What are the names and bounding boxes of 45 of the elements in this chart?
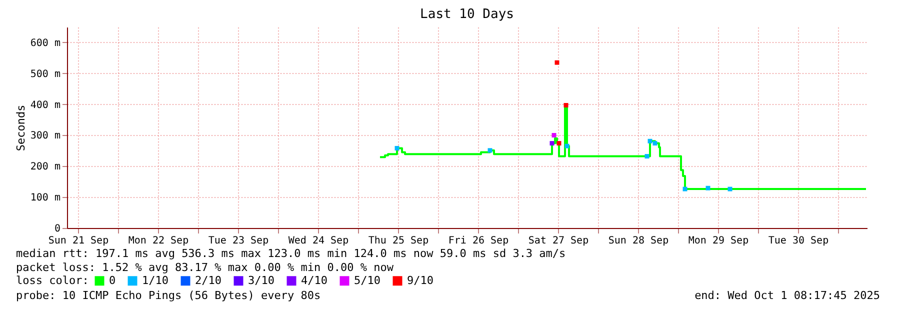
x-tick-label: Fri 26 Sep	[448, 236, 509, 246]
text: median rtt: 197.1 ms avg 536.3 ms max 123.0 ms min 124.0 ms now 59.0 ms sd 3.3 am/s	[16, 247, 566, 260]
x-tick-label: Tue 30 Sep	[768, 236, 829, 246]
legend-label: 0	[109, 274, 116, 287]
legend-label: 1/10	[142, 274, 168, 287]
point	[394, 146, 400, 150]
point	[556, 141, 562, 146]
text: end: Wed Oct 1 08:17:45 2025	[694, 289, 880, 302]
y-tick-label: 300 m	[30, 130, 60, 142]
point	[552, 132, 556, 138]
legend-label: 3/10	[248, 274, 274, 287]
x-tick-label: Wed 24 Sep	[288, 236, 349, 246]
y-tick-label: 0	[54, 224, 60, 234]
chart-title: Last 10 Days	[420, 7, 514, 22]
y-tick-label: 500 m	[30, 68, 60, 80]
point	[706, 186, 710, 190]
y-tick-label: 100 m	[30, 192, 60, 204]
x-tick-label: Tue 23 Sep	[208, 236, 269, 246]
point	[550, 141, 554, 146]
point	[564, 144, 570, 148]
x-tick-label: Thu 25 Sep	[368, 236, 429, 246]
y-tick-label: 600 m	[30, 38, 60, 49]
point	[644, 154, 650, 158]
x-tick-label: Mon 29 Sep	[688, 236, 749, 246]
point	[488, 148, 492, 153]
point	[648, 138, 652, 144]
point	[564, 103, 568, 108]
point	[728, 186, 732, 192]
point	[652, 141, 658, 146]
x-tick-label: Mon 22 Sep	[128, 236, 189, 246]
legend-title: loss color:	[16, 274, 89, 287]
x-tick-label: Sun 21 Sep	[48, 236, 109, 246]
legend-label: 9/10	[407, 274, 434, 287]
x-tick-label: Sat 27 Sep	[528, 236, 589, 246]
y-tick-label: 400 m	[30, 100, 60, 111]
legend-label: 5/10	[354, 274, 380, 287]
point	[682, 186, 688, 192]
y-axis-title: Seconds	[14, 104, 28, 152]
legend-label: 4/10	[301, 274, 328, 287]
legend-label: 2/10	[195, 274, 222, 287]
x-tick-label: Sun 28 Sep	[608, 236, 669, 246]
y-tick-label: 200 m	[30, 162, 60, 173]
point	[554, 60, 560, 65]
text: probe: 10 ICMP Echo Pings (56 Bytes) every 80s	[16, 289, 321, 302]
text: packet loss: 1.52 % avg 83.17 % max 0.00 % min 0.00 % now	[16, 261, 394, 274]
